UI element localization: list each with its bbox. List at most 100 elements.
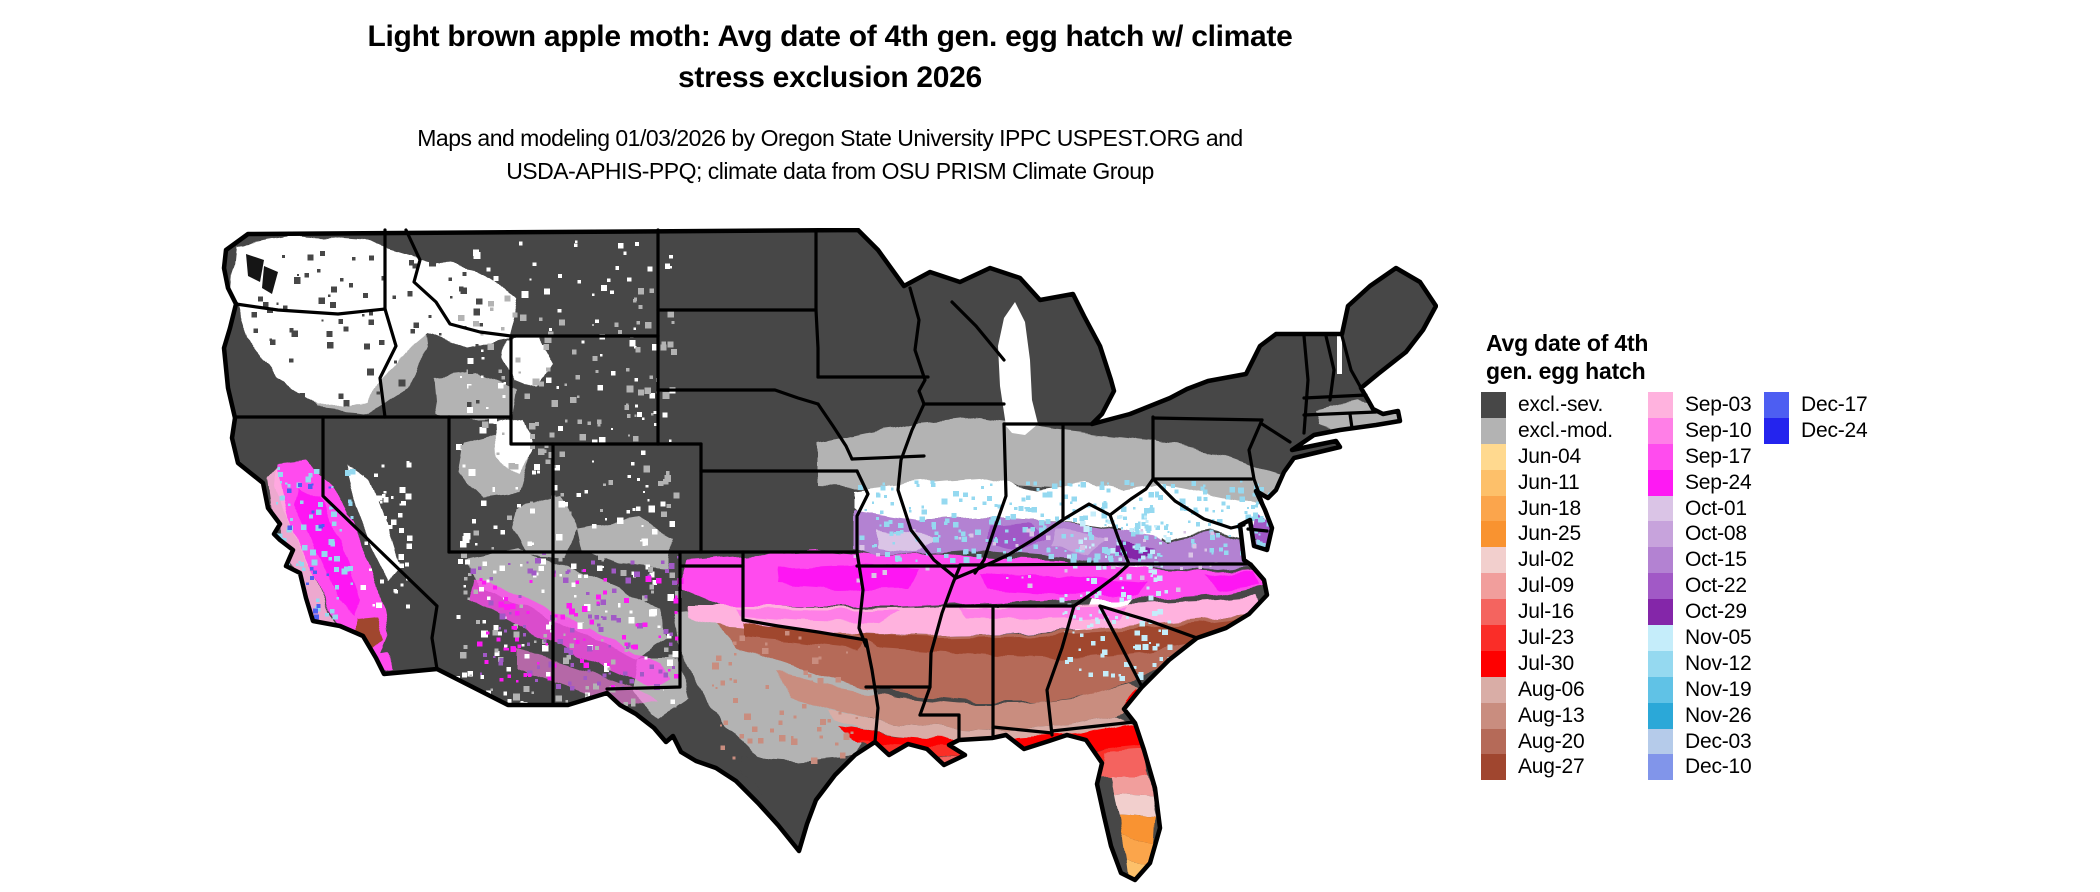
legend-entry: Jul-30 xyxy=(1481,650,1613,677)
legend-entry: excl.-mod. xyxy=(1481,417,1613,444)
legend-swatch xyxy=(1481,599,1506,626)
legend-label: Sep-17 xyxy=(1685,444,1752,468)
legend-title: Avg date of 4th gen. egg hatch xyxy=(1486,329,1648,385)
legend-label: Nov-19 xyxy=(1685,677,1752,701)
legend-swatch xyxy=(1481,521,1506,548)
legend-swatch xyxy=(1481,443,1506,470)
legend-swatch xyxy=(1648,625,1673,651)
legend-swatch xyxy=(1481,573,1506,600)
legend-title-line-2: gen. egg hatch xyxy=(1486,358,1646,384)
legend-label: Nov-26 xyxy=(1685,703,1752,727)
legend-entry: Nov-19 xyxy=(1648,676,1752,703)
legend-label: Sep-10 xyxy=(1685,418,1752,442)
legend-swatch xyxy=(1481,547,1506,574)
legend-swatch xyxy=(1648,469,1673,496)
subtitle-line-1: Maps and modeling 01/03/2026 by Oregon S… xyxy=(417,125,1243,151)
legend-label: Sep-24 xyxy=(1685,470,1752,494)
legend-entry: Sep-24 xyxy=(1648,469,1752,496)
legend-swatch xyxy=(1648,495,1673,522)
legend-label: Jun-11 xyxy=(1518,470,1580,494)
legend-entry: Sep-10 xyxy=(1648,417,1752,444)
legend-column-3: Dec-17 Dec-24 xyxy=(1764,392,1868,444)
legend-swatch xyxy=(1481,650,1506,677)
legend-entry: Jun-25 xyxy=(1481,521,1613,548)
legend-label: Jul-16 xyxy=(1518,600,1574,624)
legend-label: Oct-01 xyxy=(1685,496,1747,520)
legend-label: excl.-sev. xyxy=(1518,392,1604,416)
legend-swatch xyxy=(1481,469,1506,496)
us-map xyxy=(218,227,1439,890)
legend-label: Jul-02 xyxy=(1518,548,1574,572)
legend-entry: Oct-15 xyxy=(1648,547,1752,574)
legend-entry: Dec-10 xyxy=(1648,754,1752,781)
legend-swatch xyxy=(1481,392,1506,418)
legend-swatch xyxy=(1648,392,1673,418)
legend-swatch xyxy=(1648,443,1673,470)
legend-label: Oct-29 xyxy=(1685,600,1747,624)
legend-swatch xyxy=(1648,650,1673,677)
title-line-1: Light brown apple moth: Avg date of 4th … xyxy=(367,20,1293,53)
legend-entry: Jul-16 xyxy=(1481,599,1613,626)
legend-entry: Jun-18 xyxy=(1481,495,1613,522)
legend-column-1: excl.-sev. excl.-mod. Jun-04 Jun-11 Jun-18 Ju… xyxy=(1481,392,1613,781)
legend-swatch xyxy=(1648,547,1673,574)
legend-swatch xyxy=(1481,676,1506,703)
legend-label: Aug-20 xyxy=(1518,729,1585,753)
legend-swatch xyxy=(1481,625,1506,651)
legend-entry: Nov-05 xyxy=(1648,625,1752,651)
legend-label: Jul-30 xyxy=(1518,651,1574,675)
legend-entry: Jun-11 xyxy=(1481,469,1613,496)
legend-entry: Jul-23 xyxy=(1481,625,1613,651)
legend-label: Dec-03 xyxy=(1685,729,1752,753)
legend-label: Jun-25 xyxy=(1518,522,1582,546)
legend-label: Nov-12 xyxy=(1685,651,1752,675)
legend-swatch xyxy=(1648,521,1673,548)
legend-entry: Oct-08 xyxy=(1648,521,1752,548)
legend-swatch xyxy=(1648,417,1673,444)
legend-entry: Aug-27 xyxy=(1481,754,1613,781)
subtitle-line-2: USDA-APHIS-PPQ; climate data from OSU PR… xyxy=(506,158,1154,184)
legend-label: Jul-23 xyxy=(1518,625,1574,649)
legend-label: Dec-17 xyxy=(1801,392,1868,416)
legend-label: Aug-13 xyxy=(1518,703,1585,727)
state-borders xyxy=(233,228,1378,744)
legend-swatch xyxy=(1648,573,1673,600)
legend-entry: Dec-17 xyxy=(1764,392,1868,418)
legend-label: Oct-22 xyxy=(1685,574,1747,598)
legend-entry: Jul-09 xyxy=(1481,573,1613,600)
great-lakes xyxy=(998,302,1342,435)
legend-label: Oct-15 xyxy=(1685,548,1747,572)
legend-entry: Sep-03 xyxy=(1648,392,1752,418)
legend-swatch xyxy=(1648,728,1673,755)
legend-entry: Jun-04 xyxy=(1481,443,1613,470)
legend-entry: Oct-29 xyxy=(1648,599,1752,626)
legend-label: Aug-27 xyxy=(1518,755,1585,779)
legend-swatch xyxy=(1481,702,1506,729)
legend-swatch xyxy=(1481,495,1506,522)
title-line-2: stress exclusion 2026 xyxy=(678,61,982,94)
puget-sound xyxy=(246,254,278,294)
legend-entry: Dec-03 xyxy=(1648,728,1752,755)
legend-entry: Nov-12 xyxy=(1648,650,1752,677)
legend-swatch xyxy=(1481,417,1506,444)
legend-entry: Aug-06 xyxy=(1481,676,1613,703)
legend-swatch xyxy=(1648,754,1673,781)
legend-column-2: Sep-03 Sep-10 Sep-17 Sep-24 Oct-01 Oct-08 Oct-… xyxy=(1648,392,1752,781)
legend-label: Oct-08 xyxy=(1685,522,1747,546)
legend-title-line-1: Avg date of 4th xyxy=(1486,330,1649,356)
legend-label: Sep-03 xyxy=(1685,392,1752,416)
legend-entry: Dec-24 xyxy=(1764,417,1868,444)
legend-entry: Oct-22 xyxy=(1648,573,1752,600)
legend-entry: Jul-02 xyxy=(1481,547,1613,574)
legend-label: Dec-10 xyxy=(1685,755,1752,779)
legend-swatch xyxy=(1764,392,1789,418)
legend-label: Dec-24 xyxy=(1801,418,1868,442)
legend-label: Jun-04 xyxy=(1518,444,1582,468)
legend-label: excl.-mod. xyxy=(1518,418,1613,442)
legend-swatch xyxy=(1481,754,1506,781)
legend-entry: Aug-13 xyxy=(1481,702,1613,729)
legend-swatch xyxy=(1648,676,1673,703)
legend-swatch xyxy=(1481,728,1506,755)
legend-entry: Nov-26 xyxy=(1648,702,1752,729)
legend-label: Nov-05 xyxy=(1685,625,1752,649)
